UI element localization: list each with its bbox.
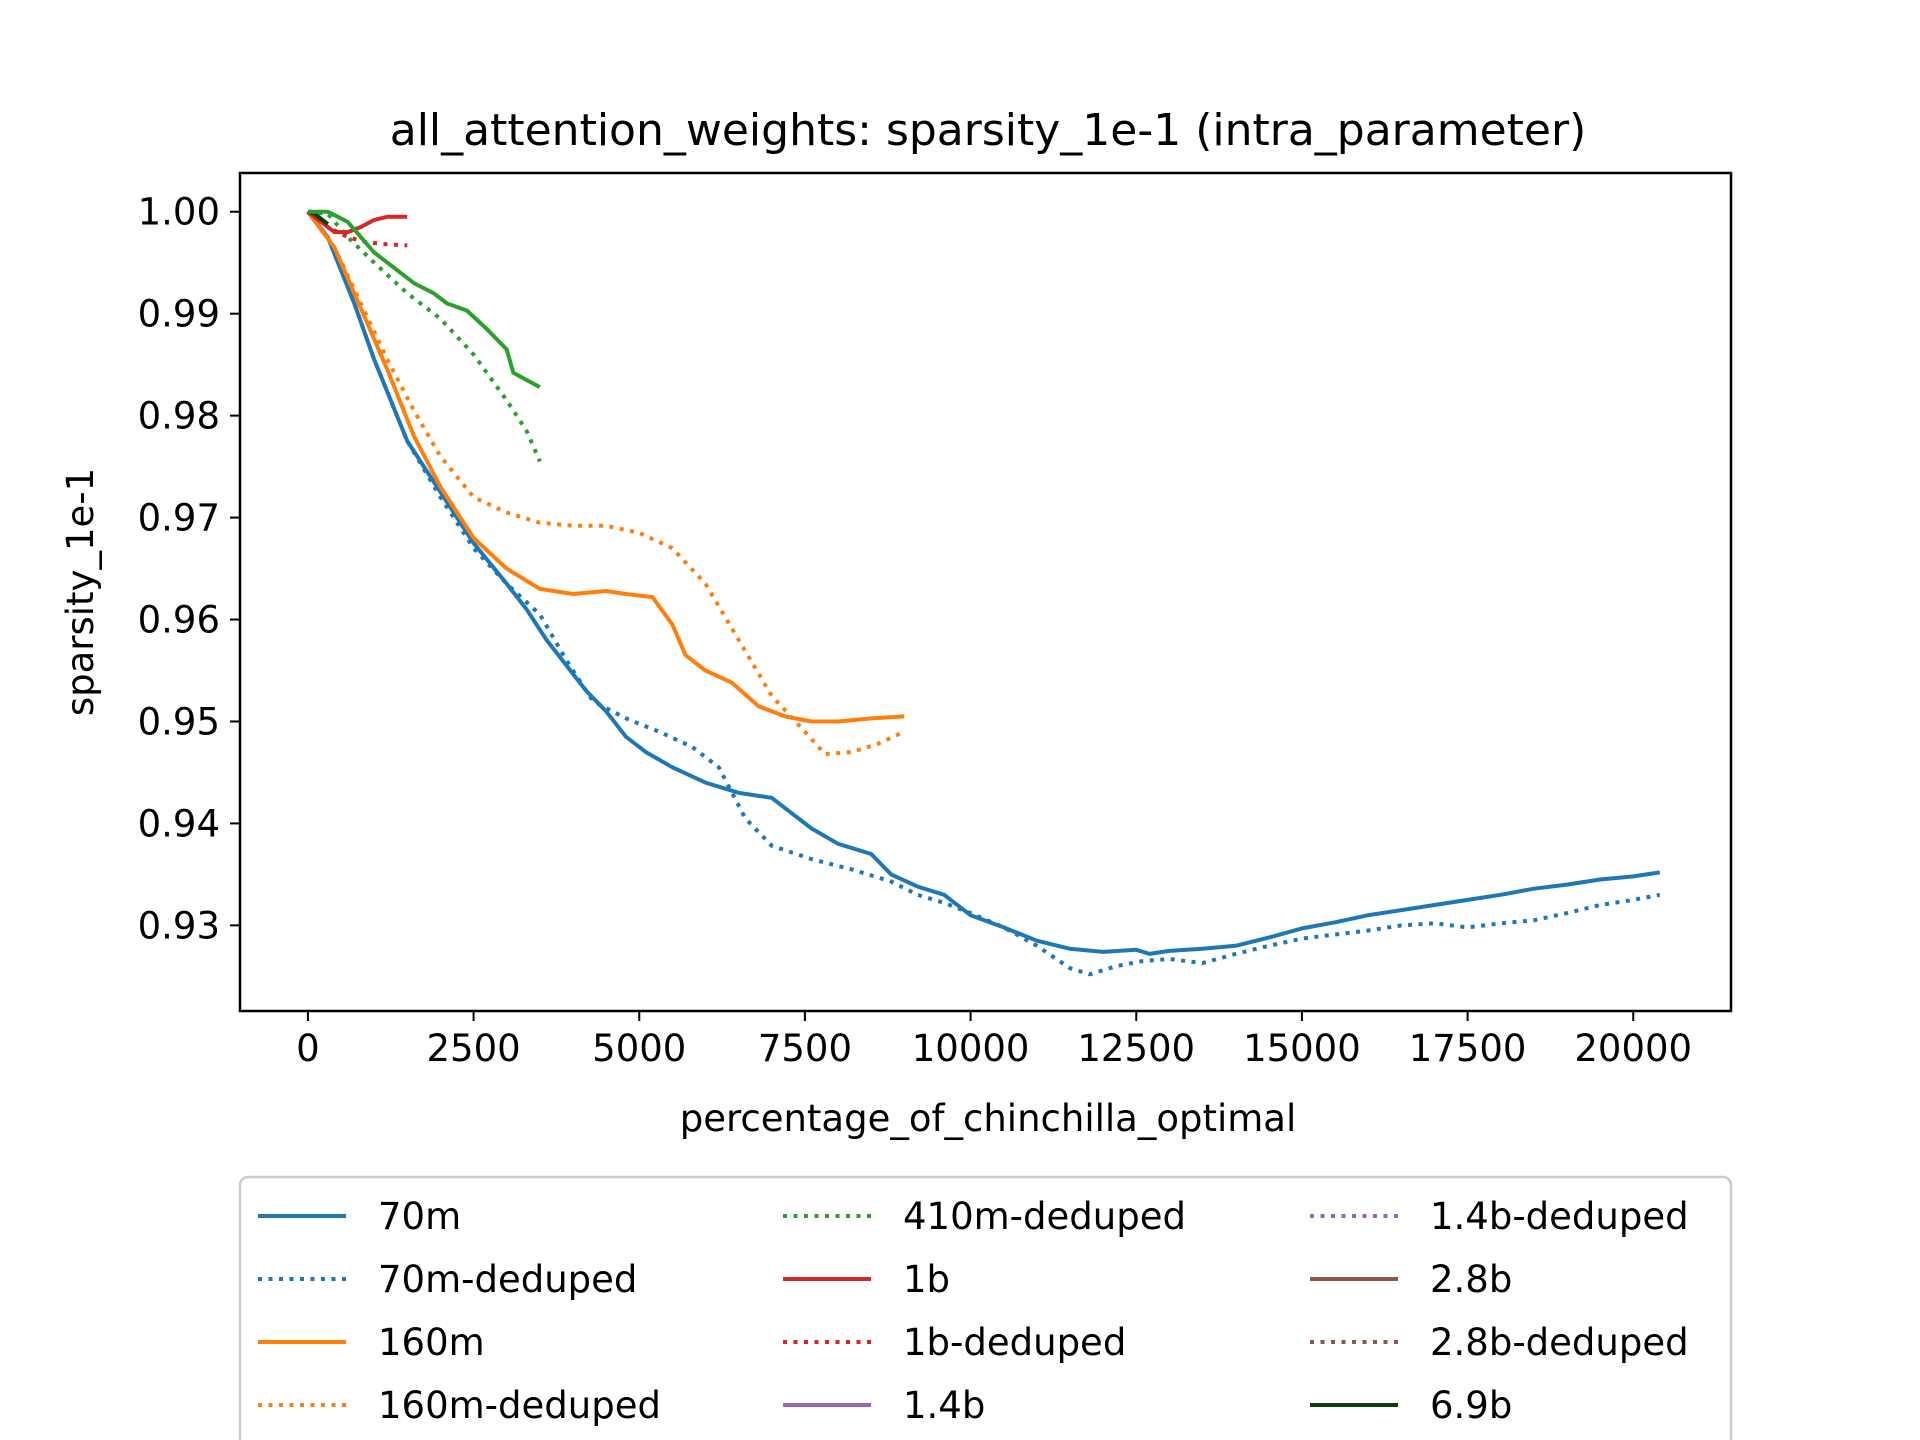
y-tick-label: 0.93 — [138, 904, 220, 947]
legend-label-1.4b: 1.4b — [903, 1384, 985, 1427]
legend-label-6.9b: 6.9b — [1430, 1384, 1512, 1427]
x-tick-label: 5000 — [592, 1027, 686, 1070]
y-tick-label: 0.98 — [138, 395, 220, 438]
y-tick-label: 0.99 — [138, 293, 220, 336]
legend-label-410m-deduped: 410m-deduped — [903, 1195, 1186, 1238]
x-tick-label: 7500 — [758, 1027, 852, 1070]
legend-label-70m: 70m — [378, 1195, 461, 1238]
series-line-410m-deduped — [307, 209, 542, 463]
legend-label-160m: 160m — [378, 1321, 485, 1364]
x-axis-label: percentage_of_chinchilla_optimal — [680, 1097, 1297, 1140]
legend-box — [238, 1175, 1733, 1440]
x-tick-label: 20000 — [1574, 1027, 1692, 1070]
legend-label-1b: 1b — [903, 1258, 950, 1301]
y-axis-ticks: 1.00 0.99 0.98 0.97 0.96 0.95 0.94 0.93 — [138, 191, 240, 947]
x-tick-label: 2500 — [427, 1027, 521, 1070]
plot-lines — [306, 209, 1661, 977]
x-tick-label: 12500 — [1077, 1027, 1195, 1070]
x-tick-label: 0 — [296, 1027, 320, 1070]
y-tick-label: 0.94 — [138, 802, 220, 845]
series-line-70m-deduped — [306, 210, 1661, 977]
legend: 70m 70m-deduped 160m 160m-deduped 410m-dedup… — [258, 1195, 1689, 1427]
series-line-160m-deduped — [306, 210, 906, 757]
x-axis-ticks: 0 2500 5000 7500 10000 12500 15000 17500 20000 — [296, 1011, 1692, 1070]
chart-title: all_attention_weights: sparsity_1e-1 (in… — [390, 105, 1587, 156]
series-line-410m — [307, 209, 541, 389]
series-line-70m — [306, 210, 1661, 956]
x-tick-label: 17500 — [1409, 1027, 1527, 1070]
y-axis-label: sparsity_1e-1 — [59, 468, 102, 716]
x-tick-label: 15000 — [1243, 1027, 1361, 1070]
plot-frame — [238, 171, 1733, 1013]
legend-label-70m-deduped: 70m-deduped — [378, 1258, 637, 1301]
y-tick-label: 0.97 — [138, 497, 220, 540]
y-tick-label: 0.95 — [138, 700, 220, 743]
legend-label-160m-deduped: 160m-deduped — [378, 1384, 661, 1427]
legend-label-1.4b-deduped: 1.4b-deduped — [1430, 1195, 1689, 1238]
y-tick-label: 1.00 — [138, 191, 220, 234]
x-tick-label: 10000 — [912, 1027, 1030, 1070]
y-tick-label: 0.96 — [138, 599, 220, 642]
legend-label-2.8b: 2.8b — [1430, 1258, 1512, 1301]
series-line-160m — [306, 210, 905, 724]
legend-label-1b-deduped: 1b-deduped — [903, 1321, 1126, 1364]
legend-label-2.8b-deduped: 2.8b-deduped — [1430, 1321, 1689, 1364]
